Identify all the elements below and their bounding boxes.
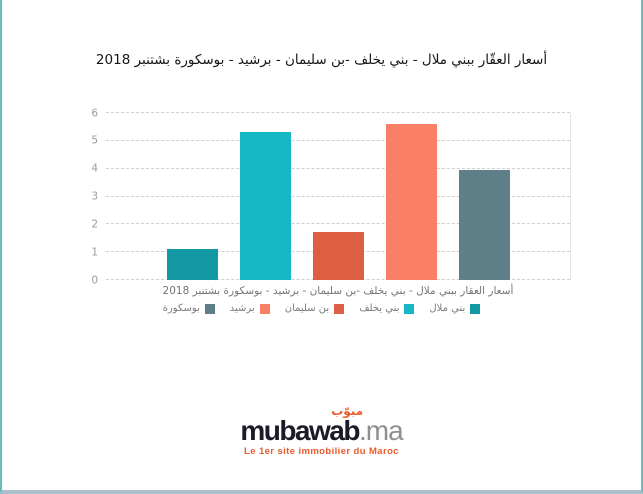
y-tick-label-3: 3 — [91, 190, 98, 203]
chart-bar-0 — [166, 249, 218, 280]
logo-brand-text: mubawab — [240, 415, 360, 446]
plot-area: 0 1 2 3 4 5 6 — [91, 108, 571, 285]
x-axis-title: أسعار العقار ببني ملال - بني يخلف -بن سل… — [162, 285, 514, 297]
bars-group — [106, 113, 570, 280]
legend-label: بن سليمان — [284, 303, 330, 314]
gridline-4 — [106, 167, 570, 169]
logo-tld-text: .ma — [358, 415, 404, 446]
legend-item-0: بني ملال — [429, 303, 481, 314]
legend-item-2: بن سليمان — [284, 303, 345, 314]
legend-swatch-icon — [334, 303, 345, 314]
y-tick-label-2: 2 — [91, 218, 98, 231]
y-tick-label-0: 0 — [91, 273, 98, 286]
legend-swatch-icon — [404, 303, 415, 314]
gridline-2 — [106, 223, 570, 225]
logo-arabic-text: مبوّب — [331, 404, 364, 418]
legend-label: بوسكورة — [162, 303, 200, 314]
y-tick-label-4: 4 — [91, 162, 98, 175]
logo-tagline: Le 1er site immobilier du Maroc — [244, 446, 399, 457]
y-tick-label-6: 6 — [91, 106, 98, 119]
gridline-5 — [106, 139, 570, 141]
chart-title: أسعار العقّار ببني ملال - بني يخلف -بن س… — [95, 52, 548, 68]
legend-swatch-icon — [204, 303, 215, 314]
chart-legend: بني ملال بني يخلف بن سليمان برشيد بوسكورة — [2, 303, 641, 314]
chart-bar-3 — [385, 124, 437, 280]
chart-bar-2 — [312, 231, 364, 280]
y-tick-label-5: 5 — [91, 134, 98, 147]
gridline-6 — [106, 112, 570, 113]
legend-swatch-icon — [259, 303, 270, 314]
legend-item-1: بني يخلف — [359, 303, 415, 314]
chart-bar-1 — [239, 132, 291, 280]
chart-bar-4 — [458, 170, 510, 280]
mubawab-logo: مبوّب mubawab.ma Le 1er site immobilier d… — [2, 405, 641, 457]
gridline-3 — [106, 195, 570, 197]
logo-wordmark: مبوّب mubawab.ma — [240, 405, 404, 446]
y-tick-label-1: 1 — [91, 245, 98, 258]
legend-label: بني ملال — [429, 303, 466, 314]
legend-item-4: بوسكورة — [163, 303, 215, 314]
legend-swatch-icon — [470, 303, 481, 314]
legend-item-3: برشيد — [230, 303, 270, 314]
legend-label: برشيد — [229, 303, 255, 314]
legend-label: بني يخلف — [359, 303, 400, 314]
